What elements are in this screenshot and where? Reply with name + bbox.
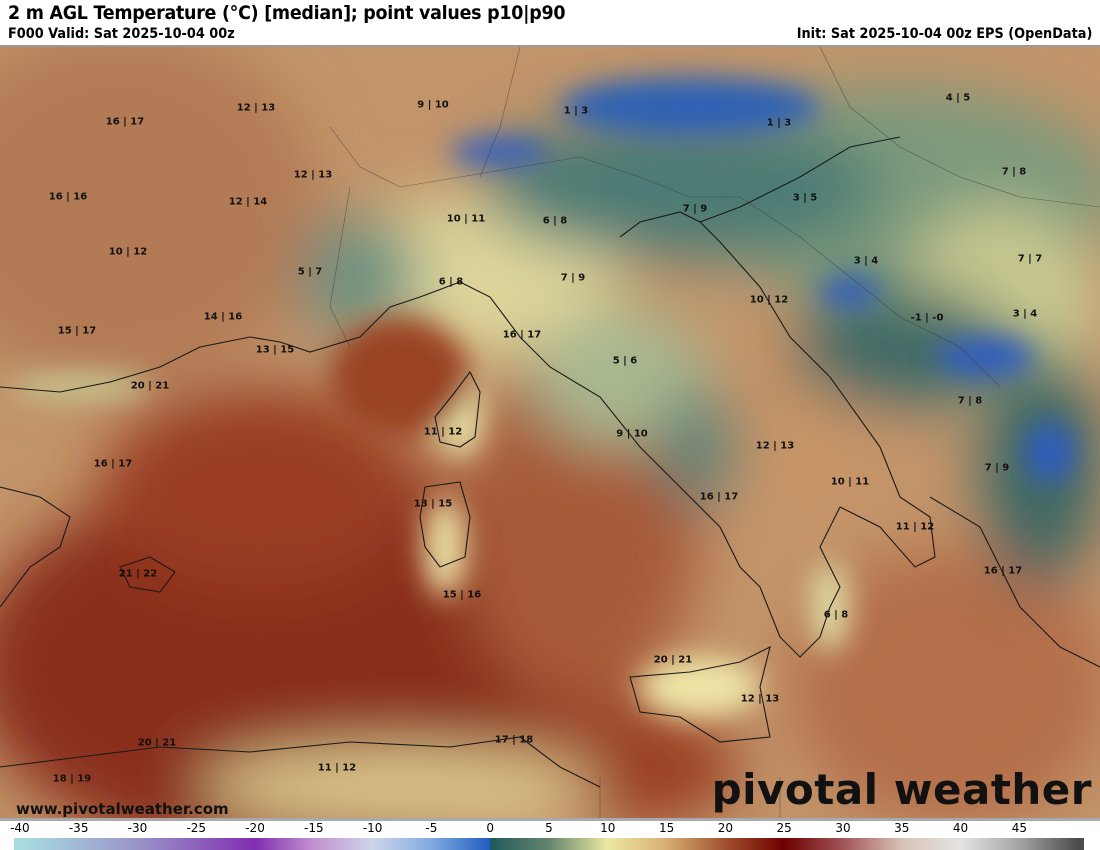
point-value: 12 | 13: [293, 169, 333, 181]
point-value: 7 | 8: [957, 395, 983, 407]
point-value: 11 | 12: [423, 426, 463, 438]
borders: [329, 47, 1100, 818]
map-title: 2 m AGL Temperature (°C) [median]; point…: [8, 2, 566, 24]
point-value: 3 | 4: [853, 255, 879, 267]
point-value: 16 | 16: [48, 191, 88, 203]
point-value: 7 | 9: [682, 203, 708, 215]
point-value: 15 | 16: [442, 589, 482, 601]
point-value: 15 | 17: [57, 325, 97, 337]
point-value: 17 | 18: [494, 734, 534, 746]
point-value: 3 | 4: [1012, 308, 1038, 320]
point-value: 20 | 21: [653, 654, 693, 666]
colorbar-tick-label: -20: [245, 821, 265, 835]
point-value: 10 | 12: [108, 246, 148, 258]
point-value: 7 | 9: [560, 272, 586, 284]
point-value: 16 | 17: [699, 491, 739, 503]
point-value: 9 | 10: [417, 99, 449, 111]
temperature-map[interactable]: 16 | 17 12 | 13 9 | 10 1 | 3 1 | 3 4 | 5…: [0, 45, 1100, 818]
colorbar-tick-label: -10: [362, 821, 383, 835]
point-value: 13 | 15: [413, 498, 453, 510]
colorbar-tick-label: 35: [894, 821, 910, 835]
colorbar-tick-label: 0: [486, 821, 495, 835]
point-value: 1 | 3: [563, 105, 589, 117]
point-value: 21 | 22: [118, 568, 158, 580]
website-link[interactable]: www.pivotalweather.com: [16, 800, 229, 818]
point-value: 12 | 13: [740, 693, 780, 705]
point-value: 5 | 6: [612, 355, 638, 367]
pivotal-weather-logo: pivotal weather: [711, 765, 1092, 814]
point-value: -1 | -0: [910, 312, 944, 324]
colorbar-tick-label: 45: [1011, 821, 1027, 835]
point-value: 16 | 17: [502, 329, 542, 341]
colorbar-tick-label: -15: [304, 821, 324, 835]
colorbar-tick-label: 25: [776, 821, 792, 835]
point-value: 6 | 8: [823, 609, 849, 621]
colorbar: -40 -35 -30 -25 -20 -15 -10 -5 0 5 10 15 20 25 30 35 40 4…: [0, 818, 1100, 850]
colorbar-tick-label: 20: [717, 821, 733, 835]
point-value: 3 | 5: [792, 192, 818, 204]
point-value: 6 | 8: [542, 215, 568, 227]
valid-time: F000 Valid: Sat 2025-10-04 00z: [8, 26, 235, 42]
point-value: 6 | 8: [438, 276, 464, 288]
temperature-field: [0, 47, 1100, 818]
colorbar-tick-label: 30: [835, 821, 851, 835]
colorbar-tick-label: -35: [68, 821, 89, 835]
point-value: 7 | 8: [1001, 166, 1027, 178]
colorbar-tick-label: -25: [186, 821, 207, 835]
header: 2 m AGL Temperature (°C) [median]; point…: [0, 0, 1100, 45]
colorbar-tick-label: -5: [425, 821, 438, 835]
colorbar-tick-label: -40: [10, 821, 30, 835]
point-value: 12 | 13: [755, 440, 795, 452]
point-value: 10 | 11: [446, 213, 486, 225]
colorbar-tick-label: 10: [600, 821, 616, 835]
point-value: 1 | 3: [766, 117, 792, 129]
init-time: Init: Sat 2025-10-04 00z EPS (OpenData): [796, 26, 1092, 42]
point-value: 20 | 21: [130, 380, 170, 392]
colorbar-tick-label: 40: [952, 821, 969, 835]
point-value: 18 | 19: [52, 773, 92, 785]
point-value: 16 | 17: [93, 458, 133, 470]
point-value: 14 | 16: [203, 311, 243, 323]
point-value: 16 | 17: [983, 565, 1023, 577]
point-value: 10 | 11: [830, 476, 870, 488]
point-value: 11 | 12: [895, 521, 935, 533]
colorbar-tick-label: 5: [545, 821, 553, 835]
point-value: 7 | 7: [1017, 253, 1043, 265]
point-value: 12 | 13: [236, 102, 276, 114]
colorbar-tick-label: 15: [658, 821, 675, 835]
colorbar-gradient: [14, 838, 1084, 850]
point-value: 10 | 12: [749, 294, 789, 306]
point-value: 4 | 5: [945, 92, 971, 104]
point-value: 11 | 12: [317, 762, 357, 774]
point-value: 16 | 17: [105, 116, 145, 128]
point-value: 13 | 15: [255, 344, 295, 356]
point-value: 5 | 7: [297, 266, 323, 278]
coastlines: [0, 136, 1100, 788]
colorbar-tick-label: -30: [127, 821, 148, 835]
point-value: 12 | 14: [228, 196, 268, 208]
point-value: 7 | 9: [984, 462, 1010, 474]
point-value: 9 | 10: [616, 428, 648, 440]
point-value: 20 | 21: [137, 737, 177, 749]
